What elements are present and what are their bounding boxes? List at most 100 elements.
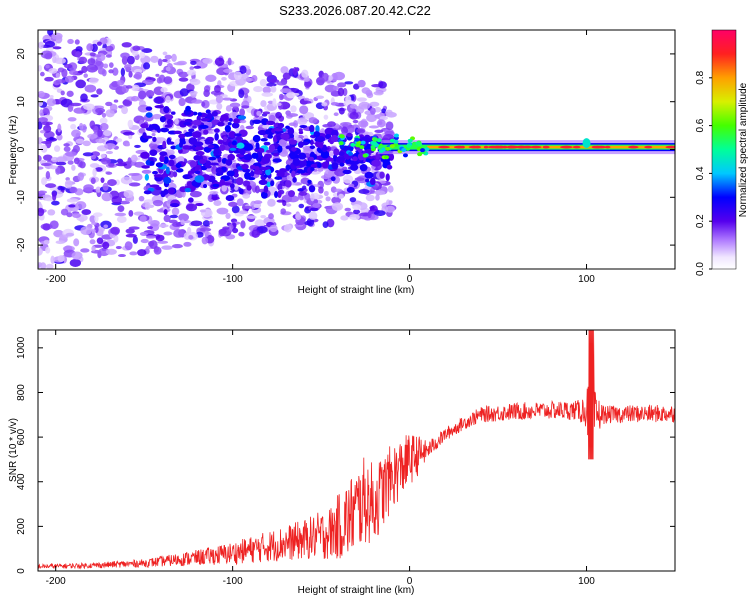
- spectrogram-blob: [265, 120, 276, 126]
- spectrogram-blob: [260, 100, 267, 107]
- spectrogram-blob: [242, 193, 251, 199]
- spectrogram-blob: [150, 55, 159, 63]
- spectrogram-blob: [369, 177, 376, 186]
- spectrogram-line-peak: [604, 145, 611, 149]
- spectrogram-blob: [163, 231, 173, 236]
- spectrogram-blob: [298, 130, 304, 135]
- spectrogram-blob: [236, 142, 245, 149]
- spectrogram-blob: [38, 117, 48, 123]
- spectrogram-blob: [117, 205, 125, 212]
- spectrogram-blob: [238, 89, 245, 99]
- spectrogram-blob: [214, 57, 225, 67]
- spectrogram-blob: [89, 163, 100, 168]
- spectrogram-blob: [278, 93, 284, 101]
- spectrogram-blob: [45, 246, 51, 254]
- spectrogram-blob: [259, 148, 265, 153]
- spectrogram-blob: [128, 134, 133, 140]
- spectrogram-blob: [291, 147, 297, 152]
- spectrogram-blob: [134, 71, 143, 80]
- spectrogram-blob: [95, 138, 106, 144]
- spectrogram-blob: [229, 147, 237, 151]
- spectrogram-blob: [133, 211, 145, 216]
- spectrogram-blob: [71, 129, 81, 138]
- spectrogram-blob: [117, 254, 126, 258]
- spectrogram-blob: [262, 111, 271, 115]
- spectrogram-blob: [122, 99, 131, 106]
- spectrogram-blob: [241, 205, 253, 210]
- spectrogram-blob: [194, 175, 205, 183]
- spectrogram-blob: [286, 113, 299, 117]
- spectrogram-blob: [217, 121, 225, 127]
- spectrogram-blob: [225, 212, 231, 220]
- spectrogram-blob: [202, 220, 211, 227]
- spectrogram-blob: [318, 142, 324, 149]
- spectrogram-blob: [132, 45, 141, 52]
- spectrogram-line-peak: [596, 145, 607, 149]
- spectrogram-blob: [330, 129, 339, 138]
- spectrogram-blob: [222, 136, 228, 142]
- spectrogram-blob: [163, 214, 171, 223]
- spectrogram-blob: [356, 97, 368, 102]
- spectrogram-blob: [253, 86, 264, 93]
- spectrogram-blob: [52, 55, 57, 64]
- spectrogram-blob: [103, 224, 109, 229]
- spectrogram-blob: [94, 214, 99, 223]
- spectrogram-blob: [297, 117, 308, 126]
- spectrogram-blob: [99, 123, 109, 131]
- spectrogram-blob: [231, 140, 237, 146]
- spectrogram-blob: [369, 101, 380, 107]
- spectrogram-blob: [179, 120, 187, 128]
- spectrogram-blob: [295, 213, 302, 220]
- spectrogram-blob: [38, 41, 44, 49]
- snr-x-tick-label: -200: [46, 576, 66, 587]
- spectrogram-blob: [80, 93, 88, 102]
- spectrogram-blob: [74, 39, 80, 45]
- snr-y-label: SNR (10 * v/v): [8, 418, 19, 482]
- spectrogram-blob: [49, 94, 54, 99]
- spectrogram-blob: [424, 147, 430, 152]
- spectrogram-blob: [141, 165, 151, 169]
- spectrogram-blob: [239, 119, 247, 124]
- spectrogram-blob: [67, 160, 74, 165]
- spectrogram-blob: [178, 97, 186, 107]
- spectrogram-blob: [332, 85, 340, 91]
- spectrogram-blob: [292, 158, 301, 166]
- spectrogram-blob: [277, 145, 283, 153]
- spectrogram-blob: [165, 66, 171, 72]
- spectrogram-blob: [235, 135, 242, 141]
- spectrogram-blob: [277, 125, 283, 129]
- spectrogram-blob: [344, 207, 352, 212]
- spectrogram-blob: [288, 139, 298, 145]
- spectrogram-blob: [353, 83, 360, 90]
- spectrogram-blob: [308, 124, 315, 133]
- spectrogram-blob: [69, 102, 82, 107]
- spectrogram-blob: [214, 85, 221, 93]
- spectrogram-blob: [224, 125, 231, 133]
- spectrogram-blob: [385, 205, 395, 213]
- spectrogram-blob: [309, 139, 314, 145]
- spectrogram-blob: [301, 69, 309, 78]
- spectrogram-blob: [57, 255, 65, 262]
- spectrogram-blob: [347, 151, 353, 156]
- spectrogram-blob: [582, 138, 591, 149]
- spectrogram-blob: [159, 116, 166, 123]
- spectrogram-blob: [89, 52, 96, 57]
- spectrogram-blob: [222, 226, 230, 230]
- spectrogram-blob: [312, 203, 321, 209]
- spectrogram-blob: [55, 240, 66, 245]
- spectrogram-blob: [47, 209, 56, 216]
- spectrogram-blob: [116, 79, 125, 86]
- spectrogram-blob: [161, 245, 173, 250]
- spectrogram-blob: [89, 239, 96, 245]
- spectrogram-blob: [44, 40, 56, 48]
- spectrogram-blob: [308, 211, 318, 220]
- spectrogram-blob: [259, 166, 270, 171]
- spectrogram-blob: [221, 184, 228, 192]
- spectrogram-blob: [83, 103, 95, 111]
- spectrogram-blob: [221, 76, 227, 81]
- spectrogram-blob: [352, 156, 358, 162]
- spectrogram-blob: [350, 142, 356, 147]
- spectrogram-blob: [349, 214, 360, 221]
- spectrogram-blob: [342, 174, 354, 184]
